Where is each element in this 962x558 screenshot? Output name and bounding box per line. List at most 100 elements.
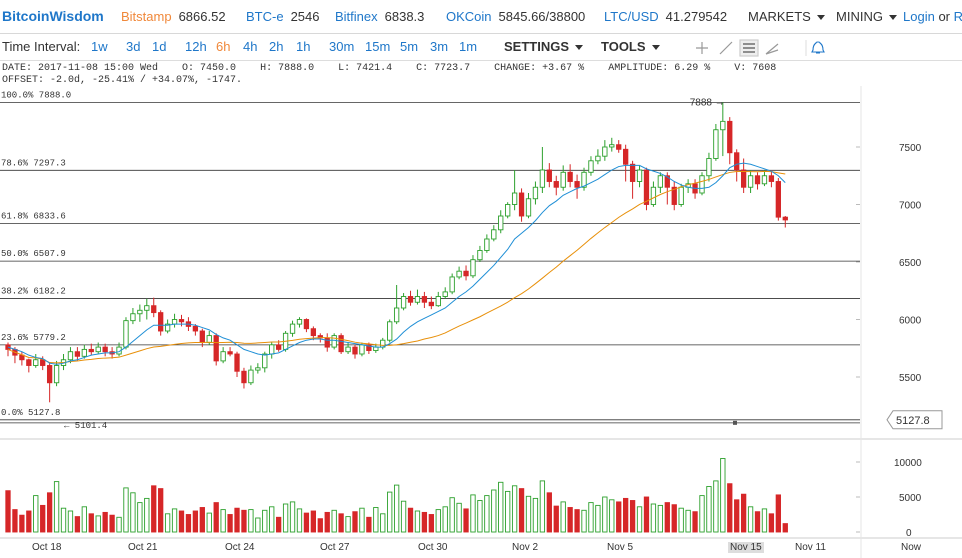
- interval-6h[interactable]: 6h: [216, 39, 231, 54]
- volume-bar: [560, 501, 566, 533]
- candle-body: [768, 175, 775, 182]
- volume-bar: [602, 496, 608, 533]
- volume-bar: [19, 514, 25, 533]
- volume-bar: [636, 506, 643, 533]
- moving-average-fast: [7, 162, 786, 365]
- volume-bar: [67, 510, 74, 533]
- interval-1w[interactable]: 1w: [91, 39, 108, 54]
- interval-15m[interactable]: 15m: [365, 39, 391, 54]
- candle-body: [393, 307, 400, 323]
- brand-logo[interactable]: BitcoinWisdom: [2, 8, 104, 24]
- interval-4h[interactable]: 4h: [243, 39, 258, 54]
- volume-bar: [144, 497, 150, 533]
- current-price-label: 5127.8: [896, 415, 930, 427]
- candle-body: [373, 346, 379, 352]
- candle-body: [525, 198, 532, 217]
- candle-body: [74, 351, 81, 357]
- interval-3m[interactable]: 3m: [430, 39, 449, 54]
- ticker-bitfinex[interactable]: Bitfinex 6838.3: [335, 9, 425, 24]
- volume-bar: [289, 501, 296, 533]
- ticker-okcoin[interactable]: OKCoin 5845.66/38800: [446, 9, 586, 24]
- volume-bar: [727, 483, 733, 533]
- candle-body: [33, 359, 39, 366]
- markets-menu[interactable]: MARKETS: [748, 9, 825, 24]
- candle-body: [276, 344, 282, 350]
- volume-bar: [81, 506, 87, 533]
- candle-body: [26, 359, 32, 366]
- settings-menu[interactable]: SETTINGS: [504, 39, 584, 54]
- candle-body: [400, 296, 407, 309]
- toolbar: Time Interval: 1w 3d 1d 12h 6h 4h 2h 1h 30m 15m 5m…: [0, 34, 962, 61]
- interval-30m[interactable]: 30m: [329, 39, 355, 54]
- volume-bar: [387, 491, 393, 533]
- login-link[interactable]: Login or Re: [903, 9, 962, 24]
- volume-bar: [40, 504, 46, 533]
- interval-12h[interactable]: 12h: [185, 39, 207, 54]
- fib-level-label: 100.0% 7888.0: [1, 90, 71, 100]
- volume-bar: [199, 507, 205, 533]
- x-axis-label: Oct 30: [418, 542, 448, 553]
- volume-bar: [220, 509, 226, 533]
- candle-body: [491, 229, 497, 240]
- volume-bar: [206, 512, 212, 533]
- volume-bar: [373, 507, 379, 533]
- candle-body: [539, 169, 546, 188]
- candle-body: [442, 291, 448, 297]
- ticker-bitstamp[interactable]: Bitstamp 6866.52: [121, 9, 226, 24]
- volume-bar: [5, 490, 11, 533]
- volume-bar: [470, 494, 476, 533]
- interval-2h[interactable]: 2h: [269, 39, 284, 54]
- volume-bar: [331, 509, 337, 533]
- volume-bar: [109, 514, 115, 533]
- candle-body: [511, 192, 518, 205]
- candle-body: [560, 171, 566, 188]
- line-tool-icon[interactable]: [719, 41, 733, 55]
- candle-body: [456, 270, 462, 278]
- crosshair-icon[interactable]: [696, 42, 708, 54]
- interval-1d[interactable]: 1d: [152, 39, 167, 54]
- horizontal-lines-icon[interactable]: [743, 43, 755, 53]
- candle-body: [678, 186, 684, 205]
- interval-5m[interactable]: 5m: [400, 39, 419, 54]
- volume-bar: [95, 515, 101, 533]
- candle-body: [414, 296, 421, 303]
- candle-body: [740, 169, 747, 188]
- fan-tool-icon[interactable]: [765, 43, 779, 55]
- candle-body: [310, 328, 317, 337]
- mining-menu[interactable]: MINING: [836, 9, 897, 24]
- interval-1m[interactable]: 1m: [459, 39, 478, 54]
- candle-body: [345, 346, 351, 353]
- volume-bar: [734, 499, 740, 533]
- volume-bar: [775, 494, 781, 533]
- tools-menu[interactable]: TOOLS: [601, 39, 660, 54]
- top-bar: BitcoinWisdom Bitstamp 6866.52 BTC-e 2546 …: [0, 0, 962, 34]
- candle-body: [359, 344, 365, 355]
- candle-body: [199, 330, 205, 343]
- candle-body: [366, 344, 372, 351]
- candle-body: [623, 148, 629, 165]
- register-link[interactable]: Re: [953, 9, 962, 24]
- volume-bar: [33, 495, 39, 533]
- candle-body: [137, 309, 143, 315]
- ticker-btce[interactable]: BTC-e 2546: [246, 9, 320, 24]
- x-axis-label: Oct 18: [32, 542, 62, 553]
- volume-bar: [442, 506, 448, 533]
- bell-icon[interactable]: [811, 41, 825, 54]
- volume-bar: [678, 507, 684, 533]
- ticker-ltcusd[interactable]: LTC/USD 41.279542: [604, 9, 728, 24]
- volume-bar: [213, 502, 219, 533]
- price-chart[interactable]: 5500 6000 6500 7000 7500 10000 5000 0 100.0% 788…: [0, 86, 962, 558]
- volume-bar: [595, 504, 601, 533]
- candle-body: [88, 348, 94, 353]
- candle-body: [192, 325, 199, 332]
- candle-body: [747, 175, 754, 188]
- volume-bar: [393, 484, 400, 533]
- candle-body: [289, 323, 296, 334]
- volume-bar: [692, 511, 698, 533]
- interval-1h[interactable]: 1h: [296, 39, 311, 54]
- volume-bar: [761, 508, 768, 533]
- volume-bar: [380, 513, 386, 533]
- candle-body: [428, 301, 434, 307]
- candle-body: [303, 319, 310, 330]
- interval-3d[interactable]: 3d: [126, 39, 141, 54]
